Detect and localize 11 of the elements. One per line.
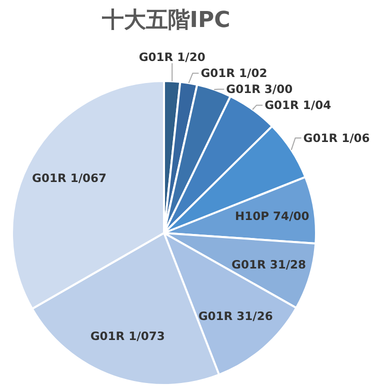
slice-label: G01R 1/02 xyxy=(200,66,268,80)
slice-label: H10P 74/00 xyxy=(235,209,310,224)
slice-label: G01R 1/04 xyxy=(264,98,332,112)
slice-label: G01R 1/20 xyxy=(138,50,206,64)
slice-label: G01R 1/067 xyxy=(32,171,107,186)
chart-title: 十大五階IPC xyxy=(100,8,230,33)
slice-label: G01R 31/28 xyxy=(232,258,306,272)
slice-label: G01R 31/26 xyxy=(198,308,273,323)
slice-label: G01R 1/06 xyxy=(303,130,370,145)
slice-label: G01R 3/00 xyxy=(226,82,293,96)
slice-label: G01R 1/073 xyxy=(90,329,165,344)
